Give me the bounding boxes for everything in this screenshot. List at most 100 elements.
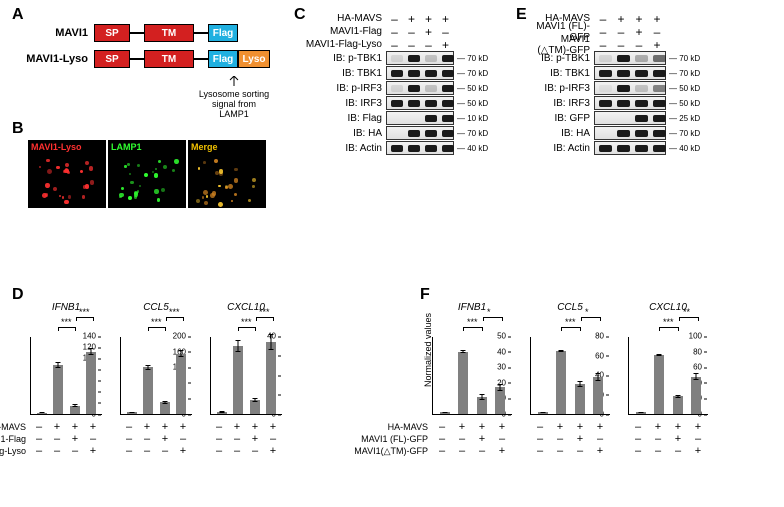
chart-title: CXCL10 bbox=[628, 302, 708, 313]
bar bbox=[143, 367, 153, 414]
blot-antibody-label: IB: p-TBK1 bbox=[532, 53, 594, 64]
band bbox=[617, 70, 630, 77]
cond-pm: + bbox=[156, 433, 174, 445]
sig-bracket bbox=[463, 327, 483, 331]
pm-mark: + bbox=[630, 12, 648, 26]
header-label: HA-MAVS bbox=[304, 13, 386, 24]
cond-pm: – bbox=[472, 445, 492, 457]
cond-pm: – bbox=[668, 445, 688, 457]
mw-marker: — 25 kD bbox=[666, 114, 700, 123]
error-bar bbox=[659, 354, 660, 356]
y-tick: 40 bbox=[497, 347, 506, 356]
chart-area: 020406080**** bbox=[530, 337, 610, 415]
sig-bracket bbox=[76, 317, 94, 321]
blot-row: IB: p-TBK1— 70 kD bbox=[304, 51, 488, 65]
bar bbox=[691, 377, 701, 414]
blot-row: IB: GFP— 25 kD bbox=[532, 111, 700, 125]
cond-pm: + bbox=[246, 421, 264, 433]
blot-membrane bbox=[594, 126, 666, 140]
pm-mark: – bbox=[403, 25, 420, 39]
cond-pm: + bbox=[492, 421, 512, 433]
sig-stars: *** bbox=[61, 317, 72, 327]
mw-marker: — 50 kD bbox=[666, 84, 700, 93]
mw-marker: — 70 kD bbox=[454, 69, 488, 78]
bar bbox=[654, 355, 664, 414]
error-bar bbox=[695, 373, 696, 379]
band bbox=[425, 70, 437, 77]
blot-row: IB: Actin— 40 kD bbox=[304, 141, 488, 155]
blot-membrane bbox=[594, 81, 666, 95]
pm-mark: + bbox=[420, 12, 437, 26]
band bbox=[653, 55, 666, 62]
band bbox=[617, 85, 630, 92]
sig-stars: *** bbox=[259, 307, 270, 317]
blot-antibody-label: IB: TBK1 bbox=[304, 68, 386, 79]
pm-mark: + bbox=[648, 38, 666, 52]
domain-SP: SP bbox=[94, 50, 130, 68]
blot-antibody-label: IB: Actin bbox=[304, 143, 386, 154]
chart-title: IFNB1 bbox=[30, 302, 102, 313]
y-tick: 60 bbox=[693, 363, 702, 372]
cond-pm: – bbox=[120, 421, 138, 433]
blot-antibody-label: IB: p-IRF3 bbox=[532, 83, 594, 94]
blot-row: IB: IRF3— 50 kD bbox=[532, 96, 700, 110]
panel-e-label: E bbox=[516, 6, 527, 24]
domain-Flag: Flag bbox=[208, 50, 238, 68]
cond-pm: – bbox=[48, 445, 66, 457]
blot-membrane bbox=[594, 66, 666, 80]
band bbox=[635, 145, 648, 152]
pm-mark: – bbox=[630, 38, 648, 52]
pm-mark: + bbox=[630, 25, 648, 39]
band bbox=[425, 55, 437, 62]
band bbox=[408, 70, 420, 77]
error-bar bbox=[254, 398, 255, 402]
bar bbox=[495, 387, 505, 414]
pm-mark: + bbox=[612, 12, 630, 26]
blot-membrane bbox=[594, 51, 666, 65]
sig-bracket bbox=[483, 317, 503, 321]
blot-membrane bbox=[386, 141, 454, 155]
mw-marker: — 10 kD bbox=[454, 114, 488, 123]
mw-marker: — 70 kD bbox=[454, 129, 488, 138]
chart-CXCL10: CXCL10020406080100***** bbox=[628, 302, 708, 415]
panel-a-label: A bbox=[12, 6, 24, 24]
mw-marker: — 70 kD bbox=[666, 129, 700, 138]
chart-area: 020406080100120140****** bbox=[30, 337, 102, 415]
y-tick: 100 bbox=[689, 332, 702, 341]
cond-pm: – bbox=[688, 433, 708, 445]
chart-group: IFNB101020304050****CCL5020406080****CXC… bbox=[432, 302, 784, 415]
y-tick: 140 bbox=[83, 332, 96, 341]
domain-Flag: Flag bbox=[208, 24, 238, 42]
chart-title: CCL5 bbox=[530, 302, 610, 313]
construct-row: MAVI1SPTMFlag bbox=[22, 24, 270, 42]
cond-pm: + bbox=[688, 421, 708, 433]
domain-connector bbox=[194, 58, 208, 60]
blot-row: IB: p-TBK1— 70 kD bbox=[532, 51, 700, 65]
bar bbox=[477, 397, 487, 414]
blot-row: IB: p-IRF3 — 50 kD bbox=[532, 81, 700, 95]
y-tick: 40 bbox=[267, 332, 276, 341]
arrow-annotation: Lysosome sortingsignal from LAMP1 bbox=[198, 76, 270, 120]
construct-name: MAVI1-Lyso bbox=[22, 53, 94, 65]
cond-pm: – bbox=[432, 445, 452, 457]
chart-IFNB1: IFNB101020304050**** bbox=[432, 302, 512, 415]
cond-pm: – bbox=[570, 445, 590, 457]
blot-membrane bbox=[386, 66, 454, 80]
cond-pm: + bbox=[688, 445, 708, 457]
mw-marker: — 40 kD bbox=[666, 144, 700, 153]
error-bar bbox=[74, 404, 75, 407]
cond-pm: + bbox=[570, 433, 590, 445]
band bbox=[425, 85, 437, 92]
error-bar bbox=[463, 350, 464, 353]
mw-marker: — 70 kD bbox=[666, 69, 700, 78]
bar bbox=[127, 412, 137, 414]
cond-pm: + bbox=[228, 421, 246, 433]
bar bbox=[53, 365, 63, 414]
domain-TM: TM bbox=[144, 24, 194, 42]
error-bar bbox=[222, 411, 223, 413]
cond-pm: – bbox=[530, 433, 550, 445]
sig-bracket bbox=[256, 317, 274, 321]
blot-antibody-label: IB: p-TBK1 bbox=[304, 53, 386, 64]
blot-antibody-label: IB: HA bbox=[532, 128, 594, 139]
cond-pm: – bbox=[648, 433, 668, 445]
